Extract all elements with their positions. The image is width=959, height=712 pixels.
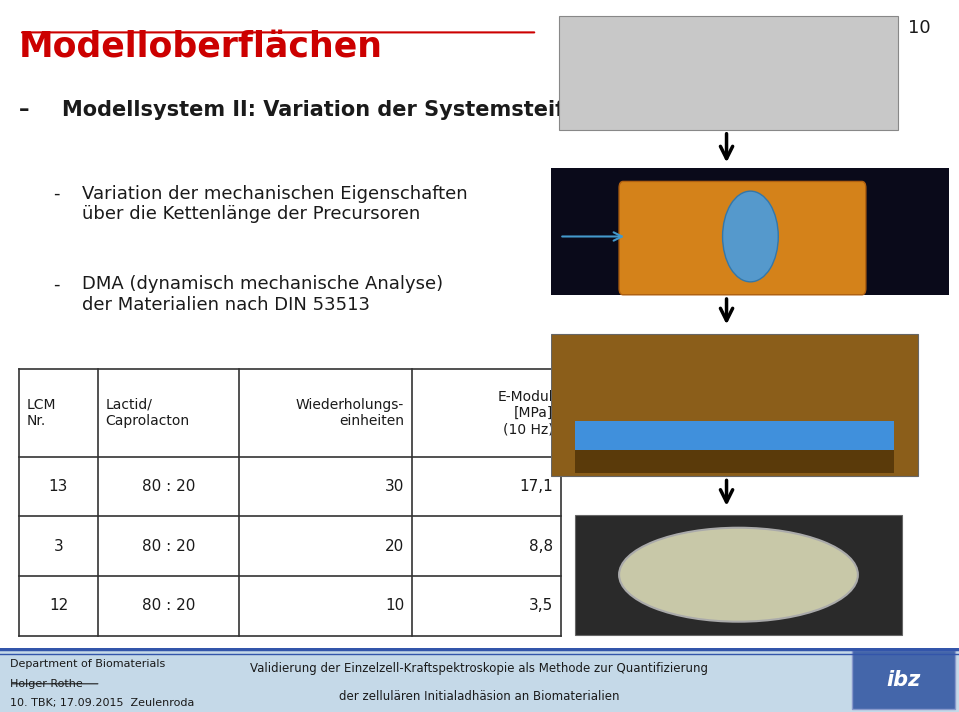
Text: –: – xyxy=(19,100,30,120)
Text: 3: 3 xyxy=(54,539,63,554)
Bar xyxy=(575,450,894,473)
Text: Modellsystem II: Variation der Systemsteifigkeit: Modellsystem II: Variation der Systemste… xyxy=(62,100,631,120)
Bar xyxy=(559,16,898,130)
Text: 13: 13 xyxy=(49,479,68,494)
Text: 8,8: 8,8 xyxy=(529,539,553,554)
Text: 80 : 20: 80 : 20 xyxy=(142,598,195,613)
Text: 20: 20 xyxy=(385,539,404,554)
Text: Modelloberflächen: Modelloberflächen xyxy=(19,29,384,63)
Text: 17,1: 17,1 xyxy=(520,479,553,494)
Text: 80 : 20: 80 : 20 xyxy=(142,479,195,494)
Bar xyxy=(551,169,949,295)
Circle shape xyxy=(722,191,779,282)
Text: 3,5: 3,5 xyxy=(529,598,553,613)
Text: Wiederholungs-
einheiten: Wiederholungs- einheiten xyxy=(296,398,404,428)
Text: 12: 12 xyxy=(49,598,68,613)
Text: 10: 10 xyxy=(385,598,404,613)
Text: 10: 10 xyxy=(907,19,930,38)
Text: 30: 30 xyxy=(385,479,404,494)
Text: Holger Rothe: Holger Rothe xyxy=(10,679,82,689)
FancyBboxPatch shape xyxy=(620,182,866,295)
Text: 80 : 20: 80 : 20 xyxy=(142,539,195,554)
Text: DMA (dynamisch mechanische Analyse)
der Materialien nach DIN 53513: DMA (dynamisch mechanische Analyse) der … xyxy=(82,276,443,314)
Bar xyxy=(551,334,918,476)
Bar xyxy=(852,650,955,709)
Bar xyxy=(575,515,901,635)
Text: -: - xyxy=(53,276,59,293)
Text: Department of Biomaterials: Department of Biomaterials xyxy=(10,659,165,669)
Text: Validierung der Einzelzell-Kraftspektroskopie als Methode zur Quantifizierung: Validierung der Einzelzell-Kraftspektros… xyxy=(250,662,709,675)
Ellipse shape xyxy=(620,528,858,622)
Bar xyxy=(575,422,894,450)
Text: 10. TBK; 17.09.2015  Zeulenroda: 10. TBK; 17.09.2015 Zeulenroda xyxy=(10,698,194,708)
Text: -: - xyxy=(53,184,59,203)
Text: ibz: ibz xyxy=(886,670,921,690)
Text: Lactid/
Caprolacton: Lactid/ Caprolacton xyxy=(105,398,190,428)
Text: der zellulären Initialadhäsion an Biomaterialien: der zellulären Initialadhäsion an Biomat… xyxy=(339,689,620,703)
Text: E-Modul
[MPa]
(10 Hz): E-Modul [MPa] (10 Hz) xyxy=(498,390,553,436)
Text: Variation der mechanischen Eigenschaften
über die Kettenlänge der Precursoren: Variation der mechanischen Eigenschaften… xyxy=(82,184,467,224)
Text: LCM
Nr.: LCM Nr. xyxy=(27,398,57,428)
